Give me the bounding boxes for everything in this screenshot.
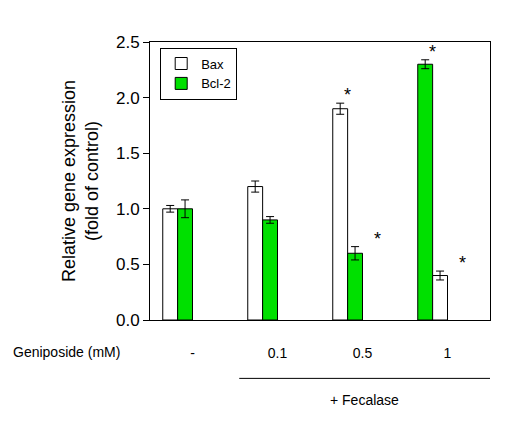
svg-text:Relative gene expression(fold: Relative gene expression(fold of control… [59, 80, 102, 282]
svg-text:Bcl-2: Bcl-2 [201, 76, 231, 91]
svg-text:0.1: 0.1 [268, 345, 288, 361]
svg-text:0.5: 0.5 [353, 345, 373, 361]
svg-text:*: * [459, 253, 466, 273]
svg-text:Geniposide (mM): Geniposide (mM) [13, 344, 120, 360]
svg-text:*: * [429, 42, 436, 62]
svg-text:*: * [374, 229, 381, 249]
svg-text:1.0: 1.0 [116, 200, 140, 219]
svg-text:0.0: 0.0 [116, 311, 140, 330]
svg-text:*: * [344, 85, 351, 105]
svg-text:1.5: 1.5 [116, 144, 140, 163]
svg-text:2.5: 2.5 [116, 33, 140, 52]
svg-text:+ Fecalase: + Fecalase [330, 392, 399, 408]
svg-text:-: - [190, 345, 195, 361]
svg-text:2.0: 2.0 [116, 89, 140, 108]
svg-text:0.5: 0.5 [116, 255, 140, 274]
svg-text:Bax: Bax [201, 57, 224, 72]
svg-text:1: 1 [444, 345, 452, 361]
